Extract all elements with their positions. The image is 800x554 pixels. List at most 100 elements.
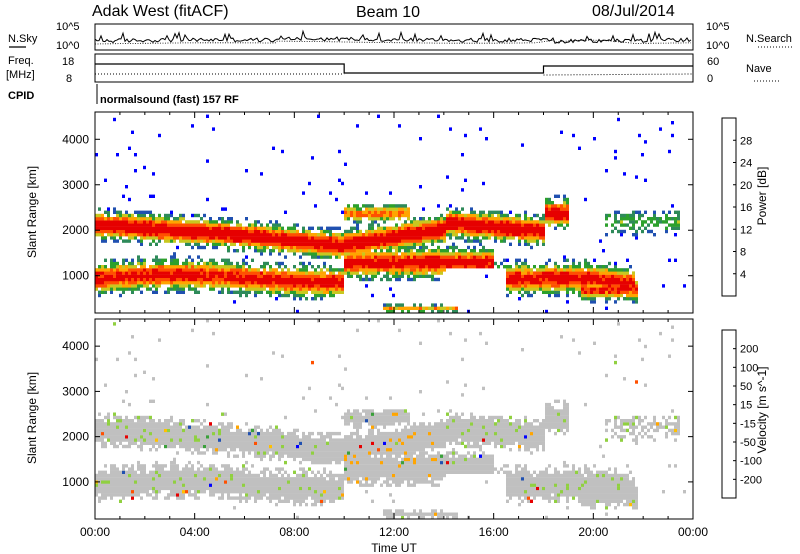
power-cell (479, 242, 482, 246)
velocity-cell (224, 431, 227, 436)
power-cell (104, 277, 107, 282)
power-cell (119, 293, 122, 298)
power-cell (662, 210, 665, 214)
power-cell (110, 233, 113, 237)
power-cell (419, 239, 422, 243)
velocity-cell (254, 490, 257, 494)
power-cell (572, 287, 575, 291)
power-cell (371, 242, 374, 246)
power-cell (398, 213, 401, 218)
power-cell (350, 249, 353, 253)
power-cell (614, 156, 617, 160)
power-cell (473, 252, 476, 256)
velocity-cell (332, 454, 335, 458)
power-cell (227, 236, 230, 240)
power-cell (542, 271, 545, 275)
power-cell (491, 252, 494, 256)
power-cell (551, 268, 554, 272)
power-cell (497, 226, 500, 230)
power-cell (431, 309, 434, 314)
velocity-cell (122, 435, 125, 439)
velocity-cell (350, 464, 353, 468)
power-cell (365, 284, 368, 288)
power-cell (596, 284, 599, 288)
power-cell (224, 274, 227, 278)
power-cell (623, 281, 626, 285)
power-cell (428, 249, 431, 253)
power-cell (518, 217, 521, 221)
power-cell (236, 274, 239, 278)
power-cell (284, 284, 287, 288)
power-cell (290, 229, 293, 234)
velocity-cell (344, 367, 347, 371)
power-cell (299, 236, 302, 240)
power-cell (428, 306, 431, 310)
velocity-cell (170, 460, 173, 465)
power-cell (200, 236, 203, 240)
power-cell (104, 290, 107, 294)
power-cell (485, 255, 488, 259)
power-cell (521, 226, 524, 230)
power-cell (497, 220, 500, 224)
power-cell (230, 265, 233, 269)
power-cell (356, 255, 359, 259)
power-cell (416, 229, 419, 234)
power-cell (278, 252, 281, 256)
power-cell (251, 226, 254, 230)
power-cell (113, 233, 116, 237)
power-cell (323, 252, 326, 256)
velocity-cell (224, 464, 227, 468)
power-cell (485, 217, 488, 221)
velocity-cell (188, 441, 191, 445)
power-cell (413, 233, 416, 237)
power-cell (617, 287, 620, 291)
power-cell (125, 210, 128, 214)
power-cell (542, 281, 545, 285)
velocity-cell (299, 448, 302, 452)
power-cell (158, 213, 161, 218)
velocity-cell (329, 454, 332, 458)
power-cell (566, 293, 569, 298)
power-cell (650, 220, 653, 224)
power-cell (182, 274, 185, 278)
power-cell (113, 220, 116, 224)
power-cell (308, 245, 311, 250)
power-cell (317, 236, 320, 240)
power-cell (368, 245, 371, 250)
power-cell (377, 229, 380, 234)
velocity-cell (119, 470, 122, 474)
power-cell (467, 220, 470, 224)
velocity-cell (95, 473, 98, 478)
power-cell (110, 277, 113, 282)
cpid-label: CPID (8, 90, 34, 102)
power-cell (464, 249, 467, 253)
velocity-cell (215, 431, 218, 436)
power-cell (545, 309, 548, 314)
velocity-cell (335, 496, 338, 500)
velocity-cell (203, 470, 206, 474)
power-cell (479, 127, 482, 131)
power-cell (380, 268, 383, 272)
velocity-cell (230, 473, 233, 478)
power-cell (95, 268, 98, 272)
power-cell (236, 233, 239, 237)
power-cell (515, 287, 518, 291)
power-cell (296, 281, 299, 285)
velocity-cell (278, 490, 281, 494)
velocity-cell (200, 490, 203, 494)
power-cell (413, 220, 416, 224)
power-cell (434, 226, 437, 230)
power-cell (482, 229, 485, 234)
velocity-cell (353, 477, 356, 481)
power-cell (110, 217, 113, 221)
velocity-cell (95, 477, 98, 481)
velocity-cell (305, 493, 308, 497)
power-cell (581, 284, 584, 288)
power-cell (524, 236, 527, 240)
velocity-cell (128, 444, 131, 449)
velocity-cell (344, 467, 347, 471)
power-cell (284, 271, 287, 275)
power-cell (191, 223, 194, 227)
power-cell (302, 242, 305, 246)
power-cell (326, 277, 329, 282)
